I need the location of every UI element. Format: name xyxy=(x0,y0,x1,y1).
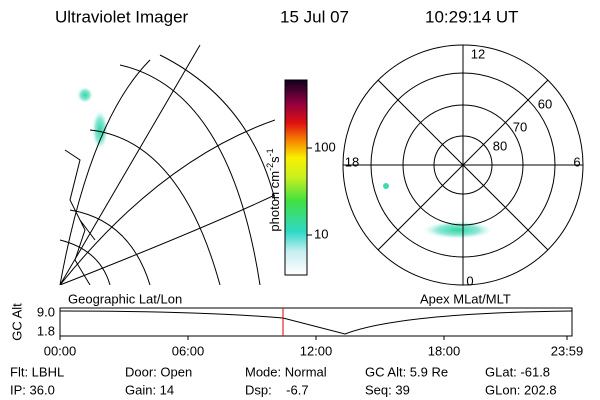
mlt-label: 6 xyxy=(573,154,580,169)
mlt-label: 18 xyxy=(345,154,359,169)
time: 10:29:14 UT xyxy=(425,7,519,26)
mlt-label: 12 xyxy=(471,46,485,61)
x-tick-label: 12:00 xyxy=(300,343,333,358)
date: 15 Jul 07 xyxy=(280,7,349,26)
unit: s xyxy=(267,156,282,163)
status-field: Gain: 14 xyxy=(125,382,174,397)
status-field: Seq: 39 xyxy=(365,382,410,397)
colorbar-frame xyxy=(284,79,308,276)
colorbar-tick-label: 10 xyxy=(314,226,328,241)
mlat-label: 70 xyxy=(513,119,527,134)
title: Ultraviolet Imager xyxy=(55,7,189,26)
mlt-label: 0 xyxy=(466,273,473,288)
status-field: IP: 36.0 xyxy=(10,382,55,397)
geo-map xyxy=(59,45,275,285)
panel-title: Apex MLat/MLT xyxy=(420,291,511,306)
altitude-curve xyxy=(59,310,573,335)
status-field: Dsp: -6.7 xyxy=(245,382,309,397)
polar-plot xyxy=(342,44,584,286)
timeline-frame xyxy=(59,307,573,337)
y-label: GC Alt xyxy=(9,303,24,341)
x-tick-label: 18:00 xyxy=(428,343,461,358)
x-tick-label: 00:00 xyxy=(44,343,77,358)
colorbar-tick-label: 100 xyxy=(314,139,336,154)
y-tick-label: 1.8 xyxy=(37,323,55,338)
status-field: GC Alt: 5.9 Re xyxy=(365,364,448,379)
mlat-label: 80 xyxy=(493,138,507,153)
unit: photon cm xyxy=(267,171,282,232)
status-field: GLat: -61.8 xyxy=(485,364,550,379)
status-field: GLon: 202.8 xyxy=(485,382,557,397)
y-tick-label: 9.0 xyxy=(37,304,55,319)
colorbar xyxy=(285,80,307,275)
mlat-label: 60 xyxy=(538,96,552,111)
x-tick-label: 23:59 xyxy=(551,343,584,358)
panel-title: Geographic Lat/Lon xyxy=(68,291,182,306)
colorbar-label: photon cm-2s-1 xyxy=(265,148,282,231)
unit-exp: -1 xyxy=(265,148,275,156)
x-tick-label: 06:00 xyxy=(172,343,205,358)
status-field: Flt: LBHL xyxy=(10,364,64,379)
status-field: Mode: Normal xyxy=(245,364,327,379)
unit-exp: -2 xyxy=(265,163,275,171)
status-field: Door: Open xyxy=(125,364,192,379)
